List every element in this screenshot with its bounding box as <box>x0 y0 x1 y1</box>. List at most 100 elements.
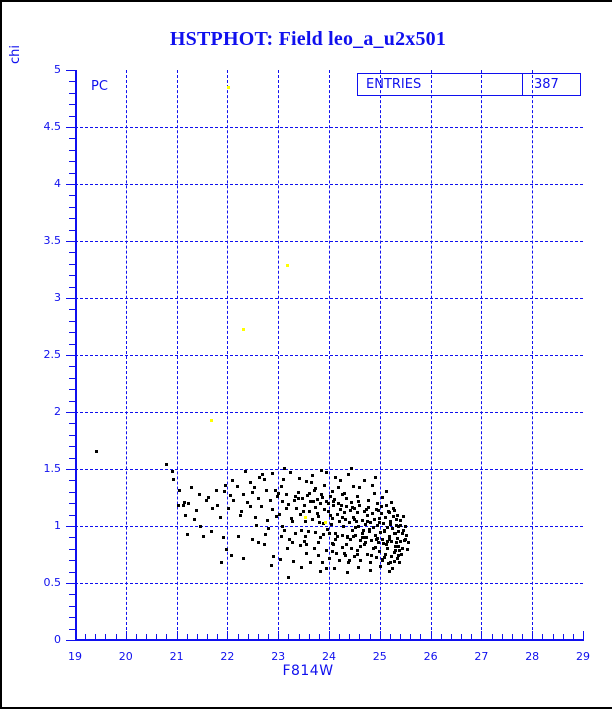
data-point <box>272 554 276 558</box>
data-point <box>369 554 373 558</box>
data-point <box>186 502 190 506</box>
data-point <box>372 491 376 495</box>
data-point <box>361 528 365 532</box>
entries-label: ENTRIES <box>366 77 422 92</box>
data-point <box>368 569 372 573</box>
x-tick <box>318 634 320 640</box>
data-point <box>291 519 295 523</box>
data-point <box>352 535 356 539</box>
data-point <box>230 553 234 557</box>
y-tick <box>69 377 75 379</box>
data-point <box>338 519 342 523</box>
data-point <box>344 553 348 557</box>
data-point <box>387 511 391 515</box>
data-point <box>257 475 261 479</box>
gridline-horizontal <box>75 469 583 470</box>
data-point <box>267 527 271 531</box>
data-point <box>374 556 378 559</box>
data-point <box>399 523 403 527</box>
entries-value: 387 <box>534 77 559 92</box>
data-point <box>248 505 252 509</box>
data-point <box>353 506 357 510</box>
data-point <box>336 502 340 506</box>
x-tick <box>125 631 127 640</box>
x-tick <box>207 634 209 640</box>
data-point <box>239 510 243 514</box>
data-point <box>389 500 393 504</box>
data-point <box>357 525 361 528</box>
data-point <box>396 554 400 558</box>
chip-label: PC <box>91 79 108 94</box>
data-point <box>266 518 270 522</box>
data-point <box>308 560 312 564</box>
x-tick <box>532 631 534 640</box>
data-point <box>396 536 400 540</box>
data-point <box>339 478 343 482</box>
y-tick <box>69 560 75 562</box>
y-tick <box>69 400 75 402</box>
x-tick <box>166 634 168 640</box>
data-point <box>394 544 398 548</box>
data-point <box>231 479 235 483</box>
data-point <box>360 518 364 522</box>
page-title: HSTPHOT: Field leo_a_u2x501 <box>169 28 447 50</box>
y-axis-title: chi <box>8 45 23 64</box>
data-point <box>378 530 382 534</box>
data-point <box>384 542 388 546</box>
data-point <box>320 493 324 497</box>
data-point <box>315 497 319 501</box>
data-point <box>312 489 316 493</box>
data-point <box>294 531 298 535</box>
data-point <box>395 517 399 521</box>
data-point <box>318 536 322 540</box>
data-point <box>302 539 306 543</box>
data-point <box>343 492 347 496</box>
y-tick-label: 4 <box>54 177 61 190</box>
data-point <box>235 484 239 488</box>
data-point <box>398 548 402 552</box>
entries-divider <box>522 74 523 95</box>
data-point <box>404 538 408 542</box>
data-point <box>330 550 334 554</box>
data-point <box>245 501 249 505</box>
y-tick <box>66 469 75 470</box>
y-tick <box>69 628 75 630</box>
y-tick <box>69 514 75 516</box>
x-tick <box>105 634 107 640</box>
x-tick-label: 21 <box>169 650 184 663</box>
data-point <box>310 474 314 478</box>
data-point <box>381 496 385 500</box>
data-point <box>303 519 307 523</box>
data-point <box>354 526 358 530</box>
gridline-horizontal <box>75 184 583 185</box>
data-point <box>377 521 381 525</box>
data-point <box>227 85 231 89</box>
data-point <box>355 495 359 499</box>
data-point <box>381 522 385 526</box>
data-point <box>362 478 366 482</box>
data-point <box>170 470 174 474</box>
data-point <box>358 486 362 490</box>
y-tick <box>69 491 75 493</box>
x-tick <box>339 634 341 640</box>
data-point <box>402 514 406 518</box>
x-tick <box>440 634 442 640</box>
x-tick <box>227 631 229 640</box>
data-point <box>350 547 354 551</box>
x-tick-label: 24 <box>322 650 336 663</box>
x-tick <box>501 634 503 640</box>
x-tick <box>359 634 361 640</box>
data-point <box>350 529 354 533</box>
data-point <box>322 483 326 487</box>
y-tick <box>69 161 75 163</box>
data-point <box>198 524 202 528</box>
data-point <box>370 511 374 515</box>
data-point <box>330 489 334 493</box>
data-point <box>278 557 282 561</box>
data-point <box>323 507 327 511</box>
data-point <box>379 505 383 509</box>
data-point <box>297 490 300 494</box>
y-tick <box>69 172 75 174</box>
data-point <box>286 264 290 268</box>
data-point <box>365 514 369 518</box>
